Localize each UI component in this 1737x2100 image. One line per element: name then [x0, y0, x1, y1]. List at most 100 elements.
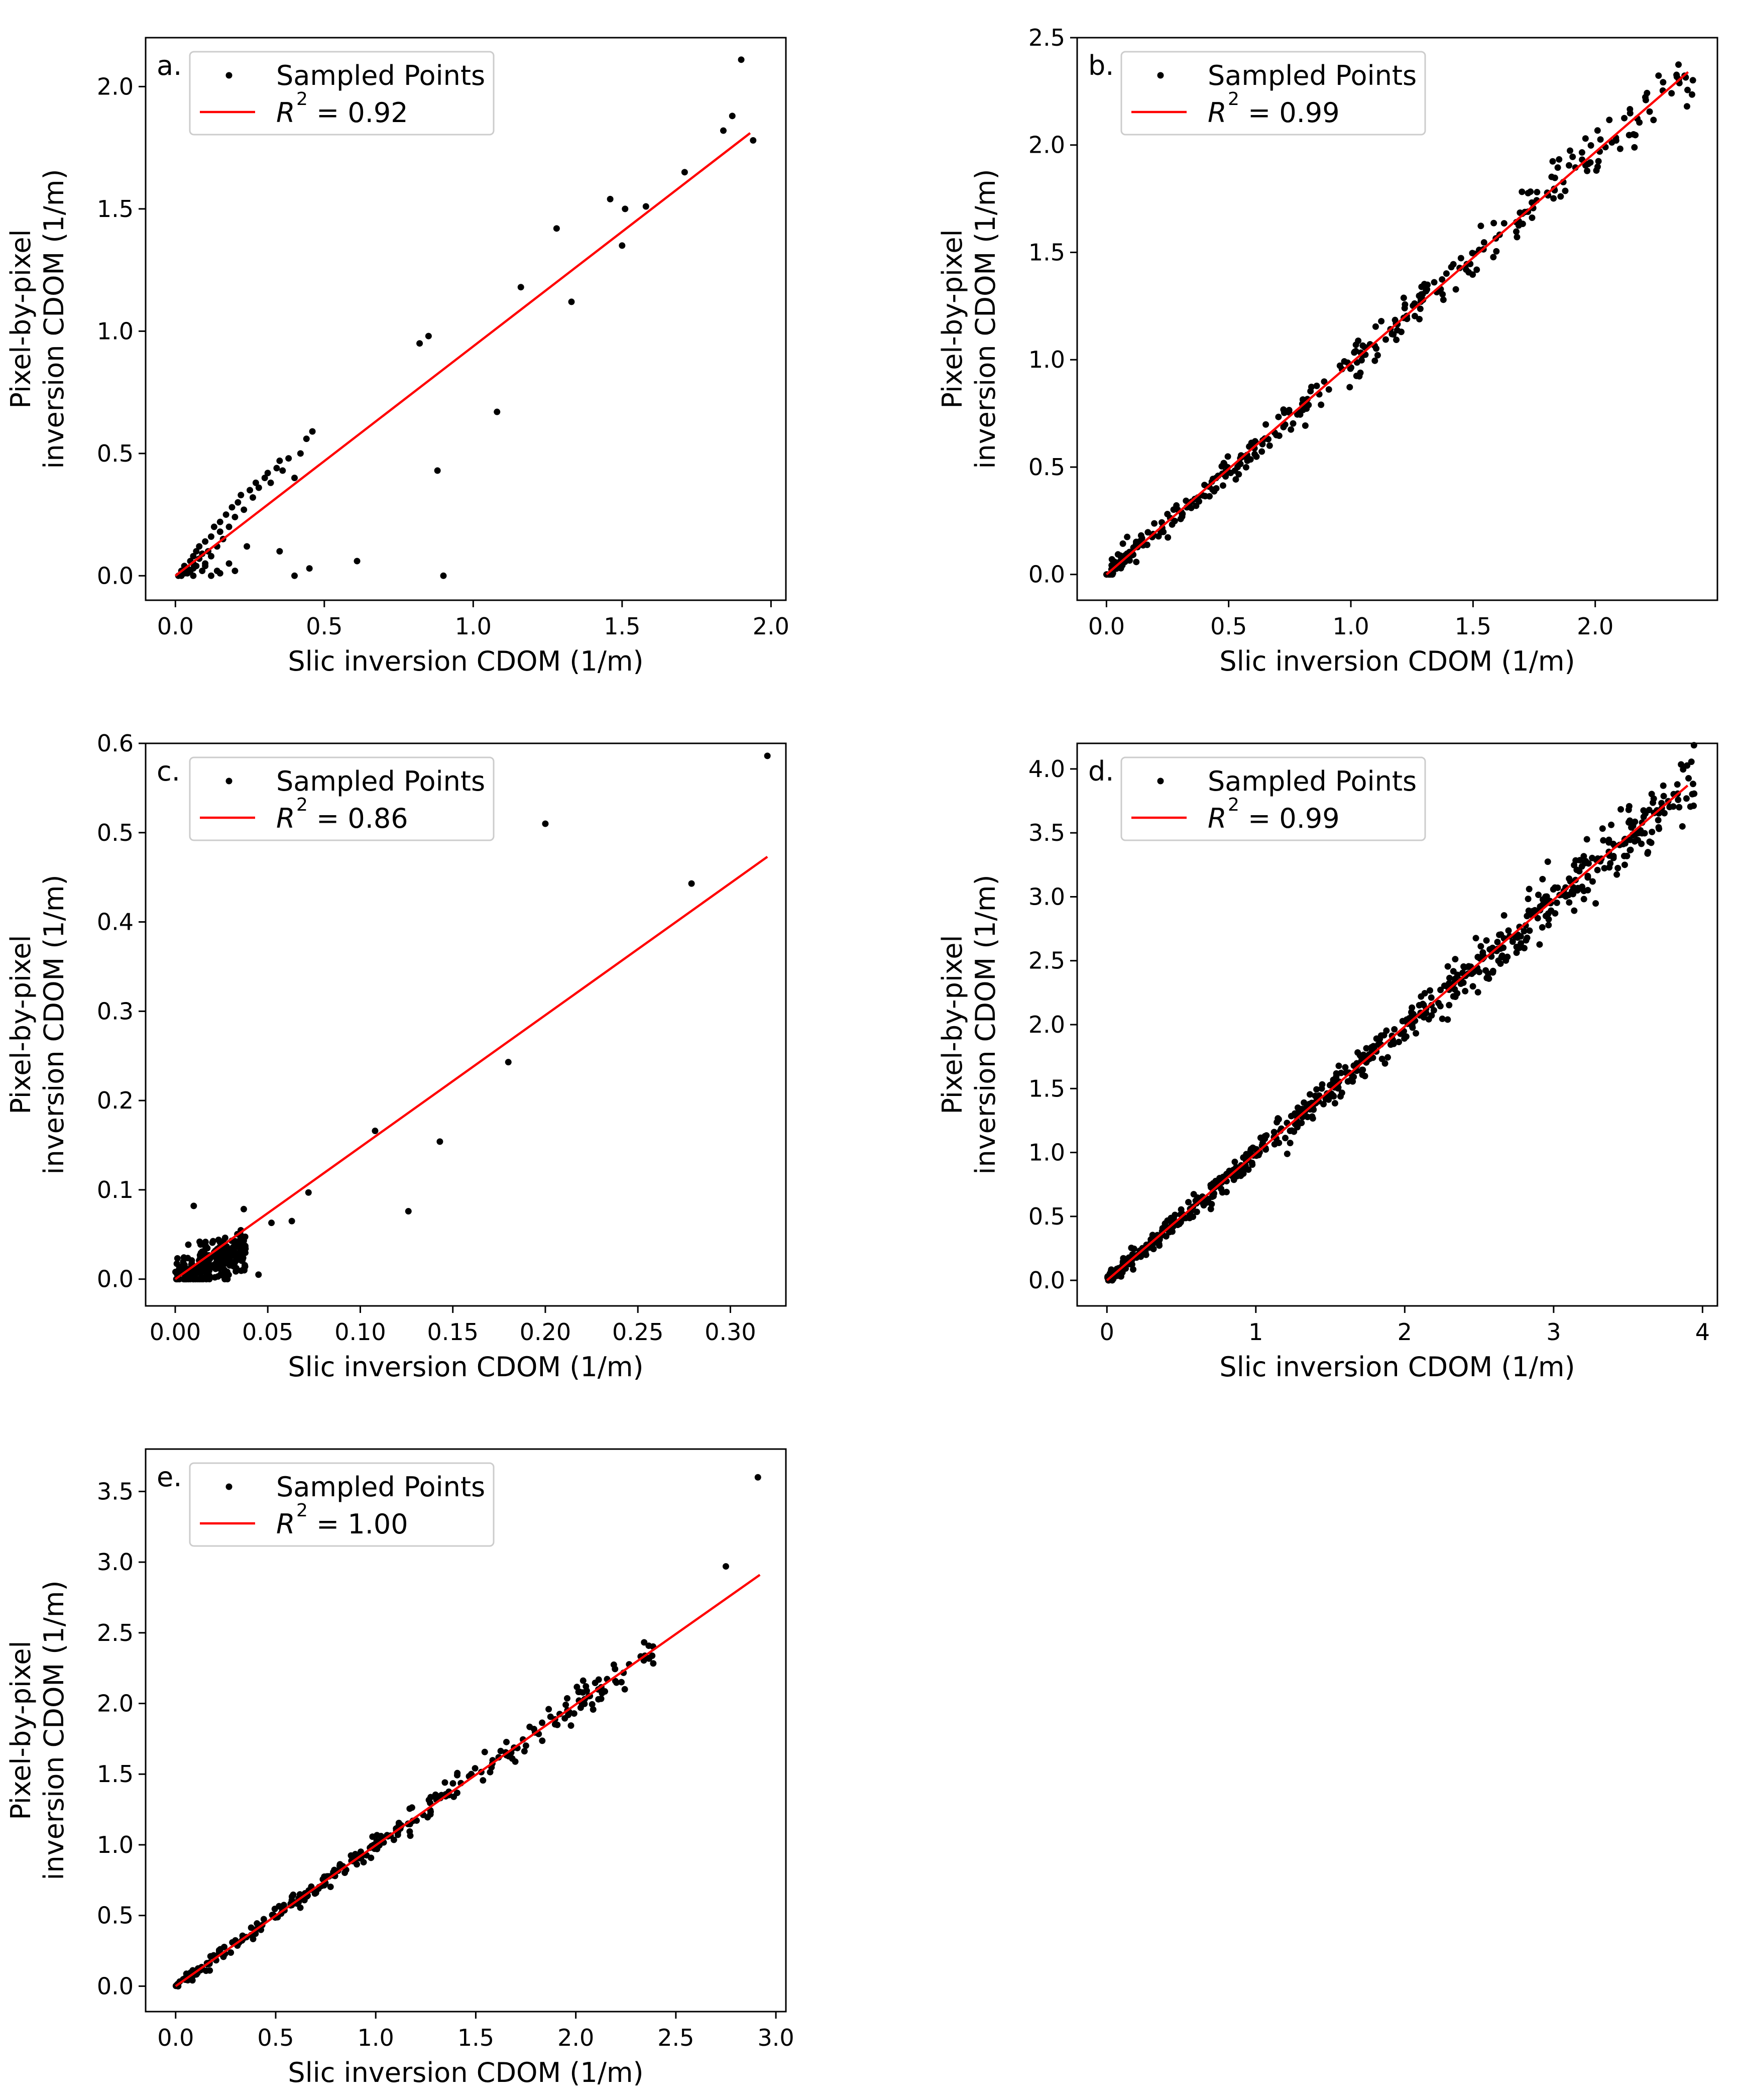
data-point — [1219, 482, 1226, 489]
x-tick-label: 1.0 — [1332, 613, 1369, 640]
data-point — [1474, 989, 1481, 996]
data-point — [1632, 818, 1639, 825]
x-axis-label: Slic inversion CDOM (1/m) — [288, 2057, 643, 2088]
x-tick-label: 1.5 — [604, 613, 640, 640]
data-point — [1545, 922, 1552, 929]
data-point — [1374, 352, 1381, 359]
data-point — [681, 169, 688, 176]
data-point — [1628, 824, 1635, 831]
data-point — [1548, 173, 1555, 180]
data-point — [1638, 840, 1645, 847]
data-point — [1431, 279, 1438, 286]
data-point — [427, 1808, 434, 1815]
data-point — [570, 1710, 577, 1717]
data-point — [1294, 411, 1301, 418]
data-point — [1642, 94, 1649, 101]
data-point — [1403, 1033, 1410, 1040]
data-point — [1282, 1135, 1289, 1142]
data-point — [296, 1891, 303, 1898]
legend: Sampled Points R 2 = 0.86 — [189, 756, 495, 841]
data-point — [1469, 250, 1476, 257]
data-point — [225, 560, 233, 567]
data-point — [1627, 847, 1634, 854]
data-point — [568, 298, 575, 305]
data-point — [1227, 470, 1234, 477]
data-point — [1435, 1000, 1442, 1007]
y-tick-label: 0.5 — [97, 440, 134, 467]
data-point — [1143, 541, 1150, 548]
data-point — [190, 552, 197, 560]
data-point — [247, 487, 254, 494]
data-point — [198, 1274, 205, 1281]
data-point — [1490, 254, 1497, 261]
data-point — [1566, 875, 1573, 882]
data-point — [1688, 91, 1695, 98]
data-point — [1562, 893, 1569, 900]
data-point — [1321, 378, 1328, 385]
y-tick-label: 0.5 — [97, 1902, 134, 1929]
data-point — [440, 572, 447, 579]
data-point — [453, 1772, 460, 1779]
data-point — [1413, 1030, 1420, 1037]
data-point — [279, 467, 286, 474]
data-point — [610, 1661, 617, 1668]
data-point — [436, 1138, 443, 1145]
data-point — [222, 1260, 229, 1267]
data-point — [1258, 448, 1265, 455]
data-point — [1242, 464, 1249, 471]
data-point — [1626, 803, 1633, 810]
data-point — [517, 284, 524, 291]
data-point — [1683, 795, 1690, 802]
x-tick-label: 4 — [1695, 1318, 1710, 1346]
legend: Sampled Points R 2 = 1.00 — [189, 1462, 495, 1547]
data-point — [1370, 1043, 1377, 1050]
x-tick-label: 1 — [1248, 1318, 1263, 1346]
data-point — [1275, 413, 1282, 420]
data-point — [1472, 935, 1479, 942]
data-point — [1437, 986, 1444, 993]
data-point — [1270, 1129, 1278, 1136]
data-point — [1557, 193, 1564, 200]
legend: Sampled Points R 2 = 0.92 — [189, 51, 495, 136]
data-point — [1645, 849, 1652, 856]
data-point — [306, 565, 313, 572]
y-tick-label: 0.0 — [97, 562, 134, 589]
data-point — [242, 1233, 249, 1240]
data-point — [1439, 1015, 1446, 1022]
data-point — [1583, 836, 1590, 843]
data-point — [1244, 457, 1251, 464]
data-point — [573, 1684, 581, 1691]
data-point — [1108, 1266, 1115, 1273]
legend-box — [1120, 51, 1426, 136]
data-point — [1480, 239, 1487, 246]
data-point — [1359, 342, 1366, 349]
plot-frame — [145, 1448, 787, 2013]
data-point — [1137, 532, 1144, 539]
data-point — [1313, 1086, 1320, 1093]
data-point — [565, 1711, 572, 1718]
data-point — [512, 1758, 519, 1765]
data-point — [1551, 884, 1558, 891]
data-point — [1248, 1159, 1255, 1166]
data-point — [184, 570, 191, 577]
data-point — [567, 1722, 574, 1729]
data-point — [233, 1268, 240, 1275]
data-point — [1291, 1128, 1298, 1135]
data-point — [1465, 963, 1472, 970]
data-point — [1416, 1002, 1423, 1009]
data-point — [1526, 886, 1533, 893]
data-point — [268, 1220, 275, 1227]
plot-frame — [145, 37, 787, 601]
data-point — [1380, 1032, 1387, 1039]
data-point — [505, 1753, 512, 1760]
data-point — [199, 1248, 206, 1255]
data-point — [1580, 896, 1587, 903]
data-point — [1595, 158, 1602, 165]
regression-line — [174, 855, 768, 1280]
data-point — [202, 538, 209, 545]
data-point — [427, 1794, 434, 1801]
data-point — [1542, 913, 1549, 920]
data-point — [201, 1241, 208, 1248]
data-point — [276, 548, 283, 555]
data-point — [1421, 281, 1428, 288]
